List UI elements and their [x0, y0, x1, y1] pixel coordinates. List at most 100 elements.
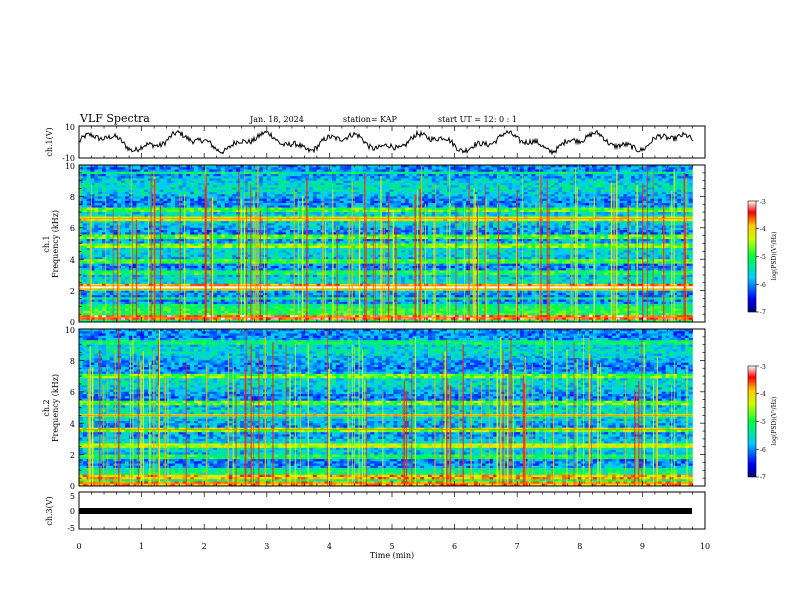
spectrogram-cell: [508, 221, 513, 224]
spectrogram-cell: [370, 171, 375, 175]
spectrogram-cell: [397, 167, 402, 170]
spectrogram-cell: [324, 165, 329, 168]
spectrogram-cell: [140, 178, 145, 181]
spectrogram-cell: [224, 176, 229, 179]
spectrogram-cell: [454, 200, 459, 204]
spectrogram-cell: [385, 165, 390, 168]
spectrogram-cell: [393, 223, 398, 226]
spectrogram-cell: [550, 182, 555, 186]
spectrogram-cell: [358, 203, 364, 206]
spectrogram-cell: [569, 200, 574, 204]
spectrogram-cell: [542, 165, 548, 168]
spectrogram-cell: [190, 216, 195, 220]
spectrogram-cell: [174, 212, 179, 215]
spectrogram-cell: [182, 173, 187, 177]
spectrogram-cell: [270, 223, 275, 226]
spectrogram-cell: [274, 185, 279, 188]
spectrogram-cell: [408, 221, 413, 224]
spectrogram-cell: [140, 209, 145, 213]
spectrogram-cell: [565, 173, 571, 177]
spectrogram-cell: [378, 198, 383, 202]
spectrogram-cell: [274, 176, 279, 179]
spectrogram-cell: [79, 223, 84, 226]
spectrogram-cell: [447, 176, 452, 179]
spectrogram-cell: [163, 189, 168, 193]
spectrogram-cell: [466, 194, 471, 197]
spectrogram-cell: [504, 185, 509, 188]
spectrogram-cell: [247, 198, 252, 202]
spectrogram-cell: [588, 203, 594, 206]
spectrogram-cell: [282, 203, 287, 206]
spectrogram-cell: [328, 203, 333, 206]
spectrogram-cell: [627, 176, 632, 179]
spectrogram-cell: [416, 203, 421, 206]
spectrogram-cell: [159, 223, 164, 226]
spectrogram-cell: [86, 207, 91, 211]
spectrogram-cell: [585, 230, 590, 233]
spectrogram-cell: [431, 178, 436, 181]
spectrogram-cell: [424, 212, 429, 215]
spectrogram-cell: [347, 173, 352, 177]
spectrogram-cell: [102, 167, 107, 170]
spectrogram-cell: [378, 178, 383, 181]
spectrogram-cell: [109, 207, 114, 211]
spectrogram-cell: [485, 218, 490, 222]
spectrogram-cell: [171, 180, 176, 184]
spectrogram-cell: [450, 214, 456, 217]
spectrogram-cell: [600, 209, 605, 213]
spectrogram-cell: [512, 187, 517, 190]
spectrogram-cell: [654, 191, 659, 195]
spectrogram-cell: [286, 196, 291, 199]
spectrogram-cell: [435, 214, 440, 217]
spectrogram-cell: [550, 203, 555, 206]
spectrogram-cell: [240, 232, 245, 235]
spectrogram-cell: [539, 165, 544, 168]
spectrogram-cell: [569, 205, 574, 208]
spectrogram-cell: [217, 169, 222, 173]
spectrogram-cell: [270, 169, 275, 173]
spectrogram-cell: [374, 198, 379, 202]
spectrogram-cell: [680, 173, 686, 177]
spectrogram-cell: [447, 223, 452, 226]
spectrogram-cell: [454, 203, 459, 206]
spectrogram-cell: [270, 187, 275, 190]
spectrogram-cell: [673, 176, 678, 179]
spectrogram-cell: [240, 169, 245, 173]
spectrogram-cell: [654, 178, 659, 181]
spectrogram-cell: [351, 223, 356, 226]
spectrogram-cell: [447, 165, 452, 168]
spectrogram-cell: [113, 212, 118, 215]
spectrogram-cell: [171, 189, 176, 193]
spectrogram-cell: [217, 176, 222, 179]
spectrogram-cell: [201, 205, 206, 208]
spectrogram-cell: [558, 176, 563, 179]
spectrogram-cell: [519, 198, 525, 202]
spectrogram-cell: [163, 196, 168, 199]
spectrogram-cell: [427, 216, 433, 220]
spectrogram-cell: [109, 214, 114, 217]
spectrogram-cell: [289, 189, 295, 193]
spectrogram-cell: [447, 169, 452, 173]
spectrogram-cell: [228, 209, 233, 213]
spectrogram-cell: [665, 207, 670, 211]
spectrogram-cell: [270, 205, 275, 208]
spectrogram-cell: [527, 178, 532, 181]
spectrogram-cell: [148, 203, 153, 206]
spectrogram-cell: [266, 218, 272, 222]
spectrogram-cell: [688, 221, 693, 224]
spectrogram-cell: [397, 165, 402, 168]
spectrogram-cell: [121, 207, 126, 211]
spectrogram-cell: [259, 182, 264, 186]
spectrogram-cell: [569, 207, 574, 211]
spectrogram-cell: [190, 194, 195, 197]
spectrogram-cell: [504, 169, 509, 173]
spectrogram-cell: [470, 230, 475, 233]
spectrogram-cell: [339, 227, 344, 231]
spectrogram-cell: [286, 214, 291, 217]
spectrogram-cell: [217, 191, 222, 195]
spectrogram-cell: [604, 227, 609, 231]
spectrogram-cell: [163, 223, 168, 226]
spectrogram-cell: [500, 194, 505, 197]
spectrogram-cell: [335, 189, 341, 193]
spectrogram-cell: [646, 218, 651, 222]
